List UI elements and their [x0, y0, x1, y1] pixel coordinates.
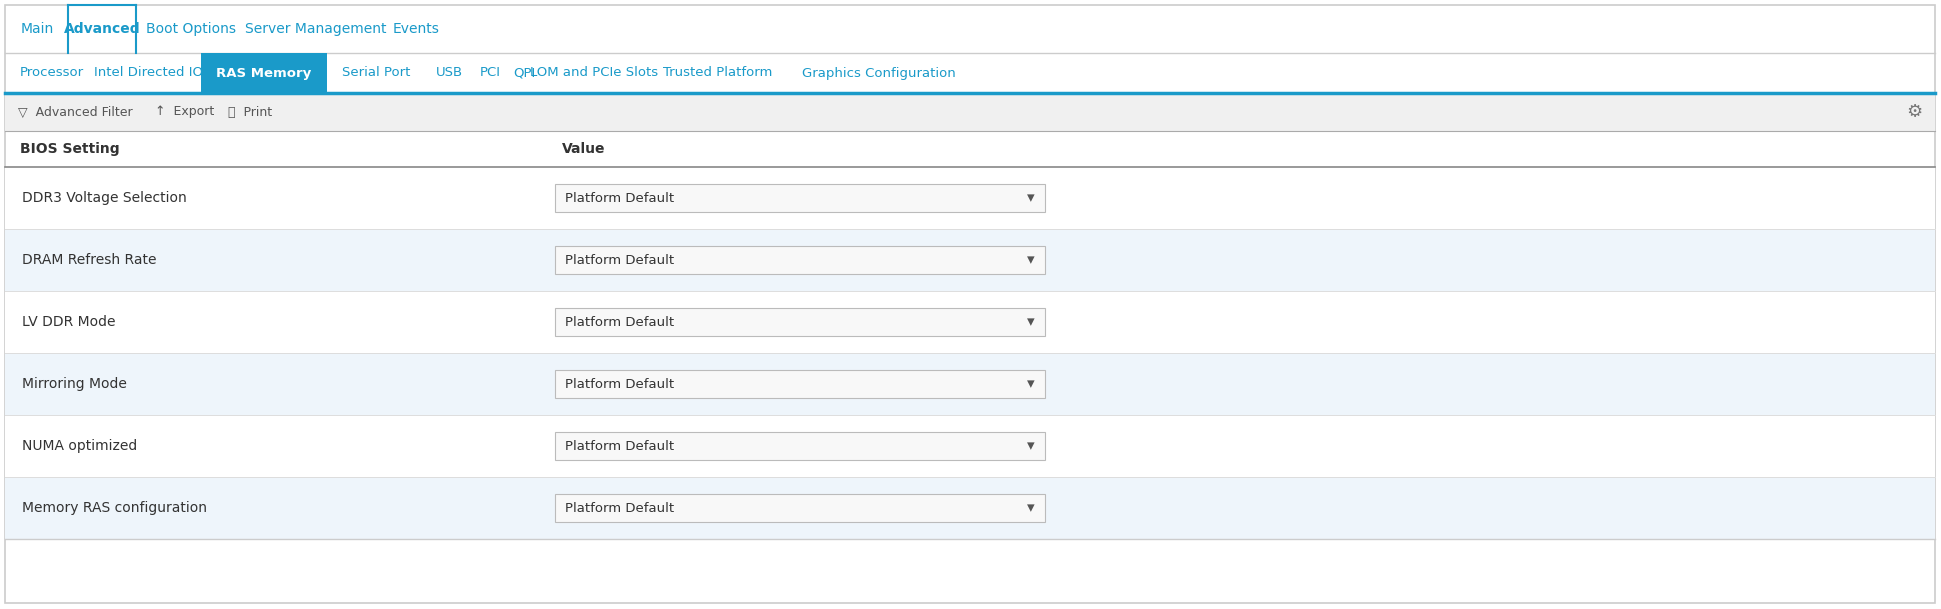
- Text: ▾: ▾: [1027, 253, 1035, 267]
- Bar: [6, 291, 1935, 353]
- Bar: [555, 246, 1044, 274]
- Text: Value: Value: [563, 142, 606, 156]
- Text: Platform Default: Platform Default: [565, 191, 674, 205]
- Bar: [555, 308, 1044, 336]
- Text: Platform Default: Platform Default: [565, 440, 674, 452]
- Text: DRAM Refresh Rate: DRAM Refresh Rate: [21, 253, 157, 267]
- Text: ▾: ▾: [1027, 438, 1035, 454]
- Text: ▾: ▾: [1027, 501, 1035, 515]
- Text: ▽  Advanced Filter: ▽ Advanced Filter: [17, 105, 132, 119]
- Text: LOM and PCIe Slots: LOM and PCIe Slots: [530, 66, 658, 80]
- Text: ▾: ▾: [1027, 314, 1035, 329]
- Text: Serial Port: Serial Port: [342, 66, 410, 80]
- Text: ⎙  Print: ⎙ Print: [227, 105, 272, 119]
- Text: ▾: ▾: [1027, 376, 1035, 392]
- Bar: [6, 167, 1935, 229]
- Text: NUMA optimized: NUMA optimized: [21, 439, 138, 453]
- Text: Server Management: Server Management: [245, 22, 386, 36]
- Text: Platform Default: Platform Default: [565, 253, 674, 267]
- Bar: [6, 229, 1935, 291]
- Text: PCI: PCI: [479, 66, 501, 80]
- Text: Platform Default: Platform Default: [565, 378, 674, 390]
- Text: Events: Events: [392, 22, 439, 36]
- Bar: [555, 494, 1044, 522]
- Text: Intel Directed IO: Intel Directed IO: [95, 66, 204, 80]
- Text: Mirroring Mode: Mirroring Mode: [21, 377, 126, 391]
- Bar: [68, 5, 136, 53]
- Text: Graphics Configuration: Graphics Configuration: [802, 66, 955, 80]
- Bar: [6, 477, 1935, 539]
- Text: RAS Memory: RAS Memory: [215, 66, 313, 80]
- Text: ⚙: ⚙: [1906, 103, 1922, 121]
- Text: USB: USB: [435, 66, 462, 80]
- Bar: [6, 93, 1935, 131]
- Bar: [555, 432, 1044, 460]
- Bar: [555, 184, 1044, 212]
- Text: LV DDR Mode: LV DDR Mode: [21, 315, 116, 329]
- Text: Main: Main: [19, 22, 54, 36]
- Bar: [6, 353, 1935, 415]
- Bar: [6, 415, 1935, 477]
- Text: Processor: Processor: [19, 66, 83, 80]
- Text: QPI: QPI: [512, 66, 536, 80]
- Text: ▾: ▾: [1027, 191, 1035, 205]
- Text: Platform Default: Platform Default: [565, 315, 674, 328]
- Text: Advanced: Advanced: [64, 22, 140, 36]
- Text: DDR3 Voltage Selection: DDR3 Voltage Selection: [21, 191, 186, 205]
- Text: Boot Options: Boot Options: [146, 22, 237, 36]
- Text: Platform Default: Platform Default: [565, 501, 674, 515]
- Text: BIOS Setting: BIOS Setting: [19, 142, 120, 156]
- Text: ↑  Export: ↑ Export: [155, 105, 214, 119]
- Bar: [202, 53, 326, 93]
- Text: Memory RAS configuration: Memory RAS configuration: [21, 501, 208, 515]
- Bar: [555, 370, 1044, 398]
- Text: Trusted Platform: Trusted Platform: [664, 66, 773, 80]
